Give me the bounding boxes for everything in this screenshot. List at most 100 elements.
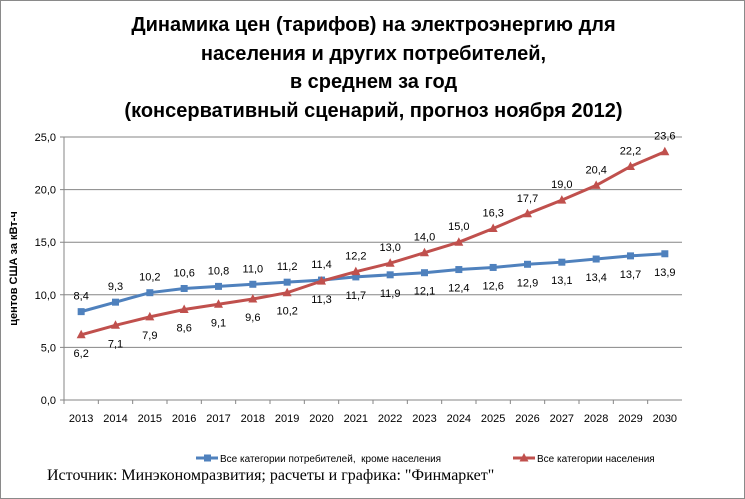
data-label: 10,2 (139, 272, 160, 284)
data-label: 10,6 (173, 267, 194, 279)
data-label: 10,8 (208, 265, 229, 277)
data-point (111, 320, 120, 329)
data-point (558, 258, 566, 266)
data-point (215, 282, 222, 290)
data-label: 12,4 (448, 283, 469, 295)
data-label: 15,0 (448, 221, 469, 233)
data-point (421, 269, 428, 277)
data-label: 9,3 (108, 281, 123, 293)
title-line: в среднем за год (289, 71, 458, 93)
x-tick-label: 2025 (481, 413, 505, 425)
title-line: Динамика цен (тарифов) на электроэнергию… (131, 14, 616, 36)
x-tick-label: 2021 (344, 413, 368, 425)
data-point (77, 308, 85, 316)
y-tick-label: 25,0 (35, 132, 56, 144)
series-line (80, 252, 665, 314)
data-label: 12,2 (345, 251, 366, 263)
data-point (248, 294, 258, 303)
data-point (386, 271, 394, 279)
data-point (557, 195, 567, 204)
data-label: 13,4 (585, 272, 606, 284)
data-label: 11,2 (277, 261, 298, 273)
data-label: 22,2 (620, 145, 641, 157)
chart-title: Динамика цен (тарифов) на электроэнергию… (1, 11, 744, 125)
data-label: 12,9 (517, 277, 538, 289)
data-label: 20,4 (585, 164, 606, 176)
data-label: 13,0 (379, 242, 400, 254)
data-label: 12,6 (482, 280, 503, 292)
x-tick-label: 2016 (172, 413, 196, 425)
data-point (283, 278, 291, 286)
legend-label: Все категории потребителей, кроме населе… (220, 453, 441, 465)
data-point (420, 247, 429, 257)
data-point (112, 298, 119, 306)
data-label: 11,7 (346, 290, 367, 302)
data-label: 13,9 (654, 267, 675, 279)
data-label: 9,1 (211, 317, 226, 329)
x-tick-label: 2024 (447, 413, 471, 425)
data-point (385, 258, 395, 267)
x-tick-label: 2019 (275, 413, 299, 425)
data-point (660, 146, 670, 156)
data-point (76, 329, 86, 339)
legend-label: Все категории населения (537, 454, 655, 465)
data-point (627, 252, 634, 260)
data-point (523, 208, 532, 218)
data-label: 8,4 (74, 291, 89, 303)
data-label: 9,6 (245, 312, 260, 324)
y-tick-label: 0,0 (41, 395, 56, 407)
data-label: 11,4 (311, 259, 332, 271)
x-tick-label: 2014 (103, 413, 127, 425)
data-point (282, 287, 292, 297)
data-label: 11,9 (380, 288, 401, 300)
series-line (80, 150, 666, 337)
y-tick-label: 5,0 (41, 342, 56, 354)
data-point (317, 276, 326, 285)
title-line: населения и других потребителей, (200, 42, 547, 65)
data-label: 7,9 (142, 330, 157, 342)
x-tick-label: 2022 (378, 413, 402, 425)
data-label: 13,1 (551, 275, 572, 287)
data-point (592, 255, 600, 263)
data-label: 7,1 (108, 338, 123, 350)
data-label: 8,6 (177, 323, 192, 335)
legend-marker (519, 453, 529, 462)
x-tick-label: 2023 (412, 413, 436, 425)
data-label: 17,7 (517, 193, 538, 205)
data-label: 11,0 (243, 263, 264, 275)
data-point (626, 161, 635, 170)
x-tick-label: 2018 (241, 413, 265, 425)
data-label: 13,7 (620, 269, 641, 281)
y-tick-label: 10,0 (35, 290, 56, 302)
x-tick-label: 2028 (584, 413, 608, 425)
data-point (524, 260, 531, 268)
data-point (489, 263, 497, 271)
data-point (352, 273, 360, 281)
y-axis-label: центов США за кВт-ч (8, 211, 20, 326)
data-label: 6,2 (74, 348, 89, 360)
x-tick-label: 2030 (653, 413, 677, 425)
x-tick-label: 2013 (69, 413, 93, 425)
source-note: Источник: Минэкономразвития; расчеты и г… (47, 467, 495, 484)
data-label: 11,3 (311, 294, 332, 306)
title-line: (консервативный сценарий, прогноз ноября… (124, 99, 623, 122)
y-tick-label: 20,0 (35, 185, 56, 197)
data-point (180, 284, 188, 292)
x-tick-label: 2026 (515, 413, 539, 425)
data-point (249, 280, 257, 288)
data-point (661, 250, 669, 258)
legend-marker (204, 454, 211, 462)
data-label: 19,0 (551, 179, 572, 191)
data-point (488, 223, 498, 233)
x-tick-label: 2015 (138, 413, 162, 425)
x-tick-label: 2029 (618, 413, 642, 425)
data-label: 23,6 (654, 131, 675, 143)
data-label: 10,2 (276, 306, 297, 318)
x-tick-label: 2017 (206, 413, 230, 425)
data-point (454, 237, 464, 246)
data-point (145, 311, 155, 321)
data-point (351, 266, 361, 276)
y-tick-label: 15,0 (35, 237, 56, 249)
